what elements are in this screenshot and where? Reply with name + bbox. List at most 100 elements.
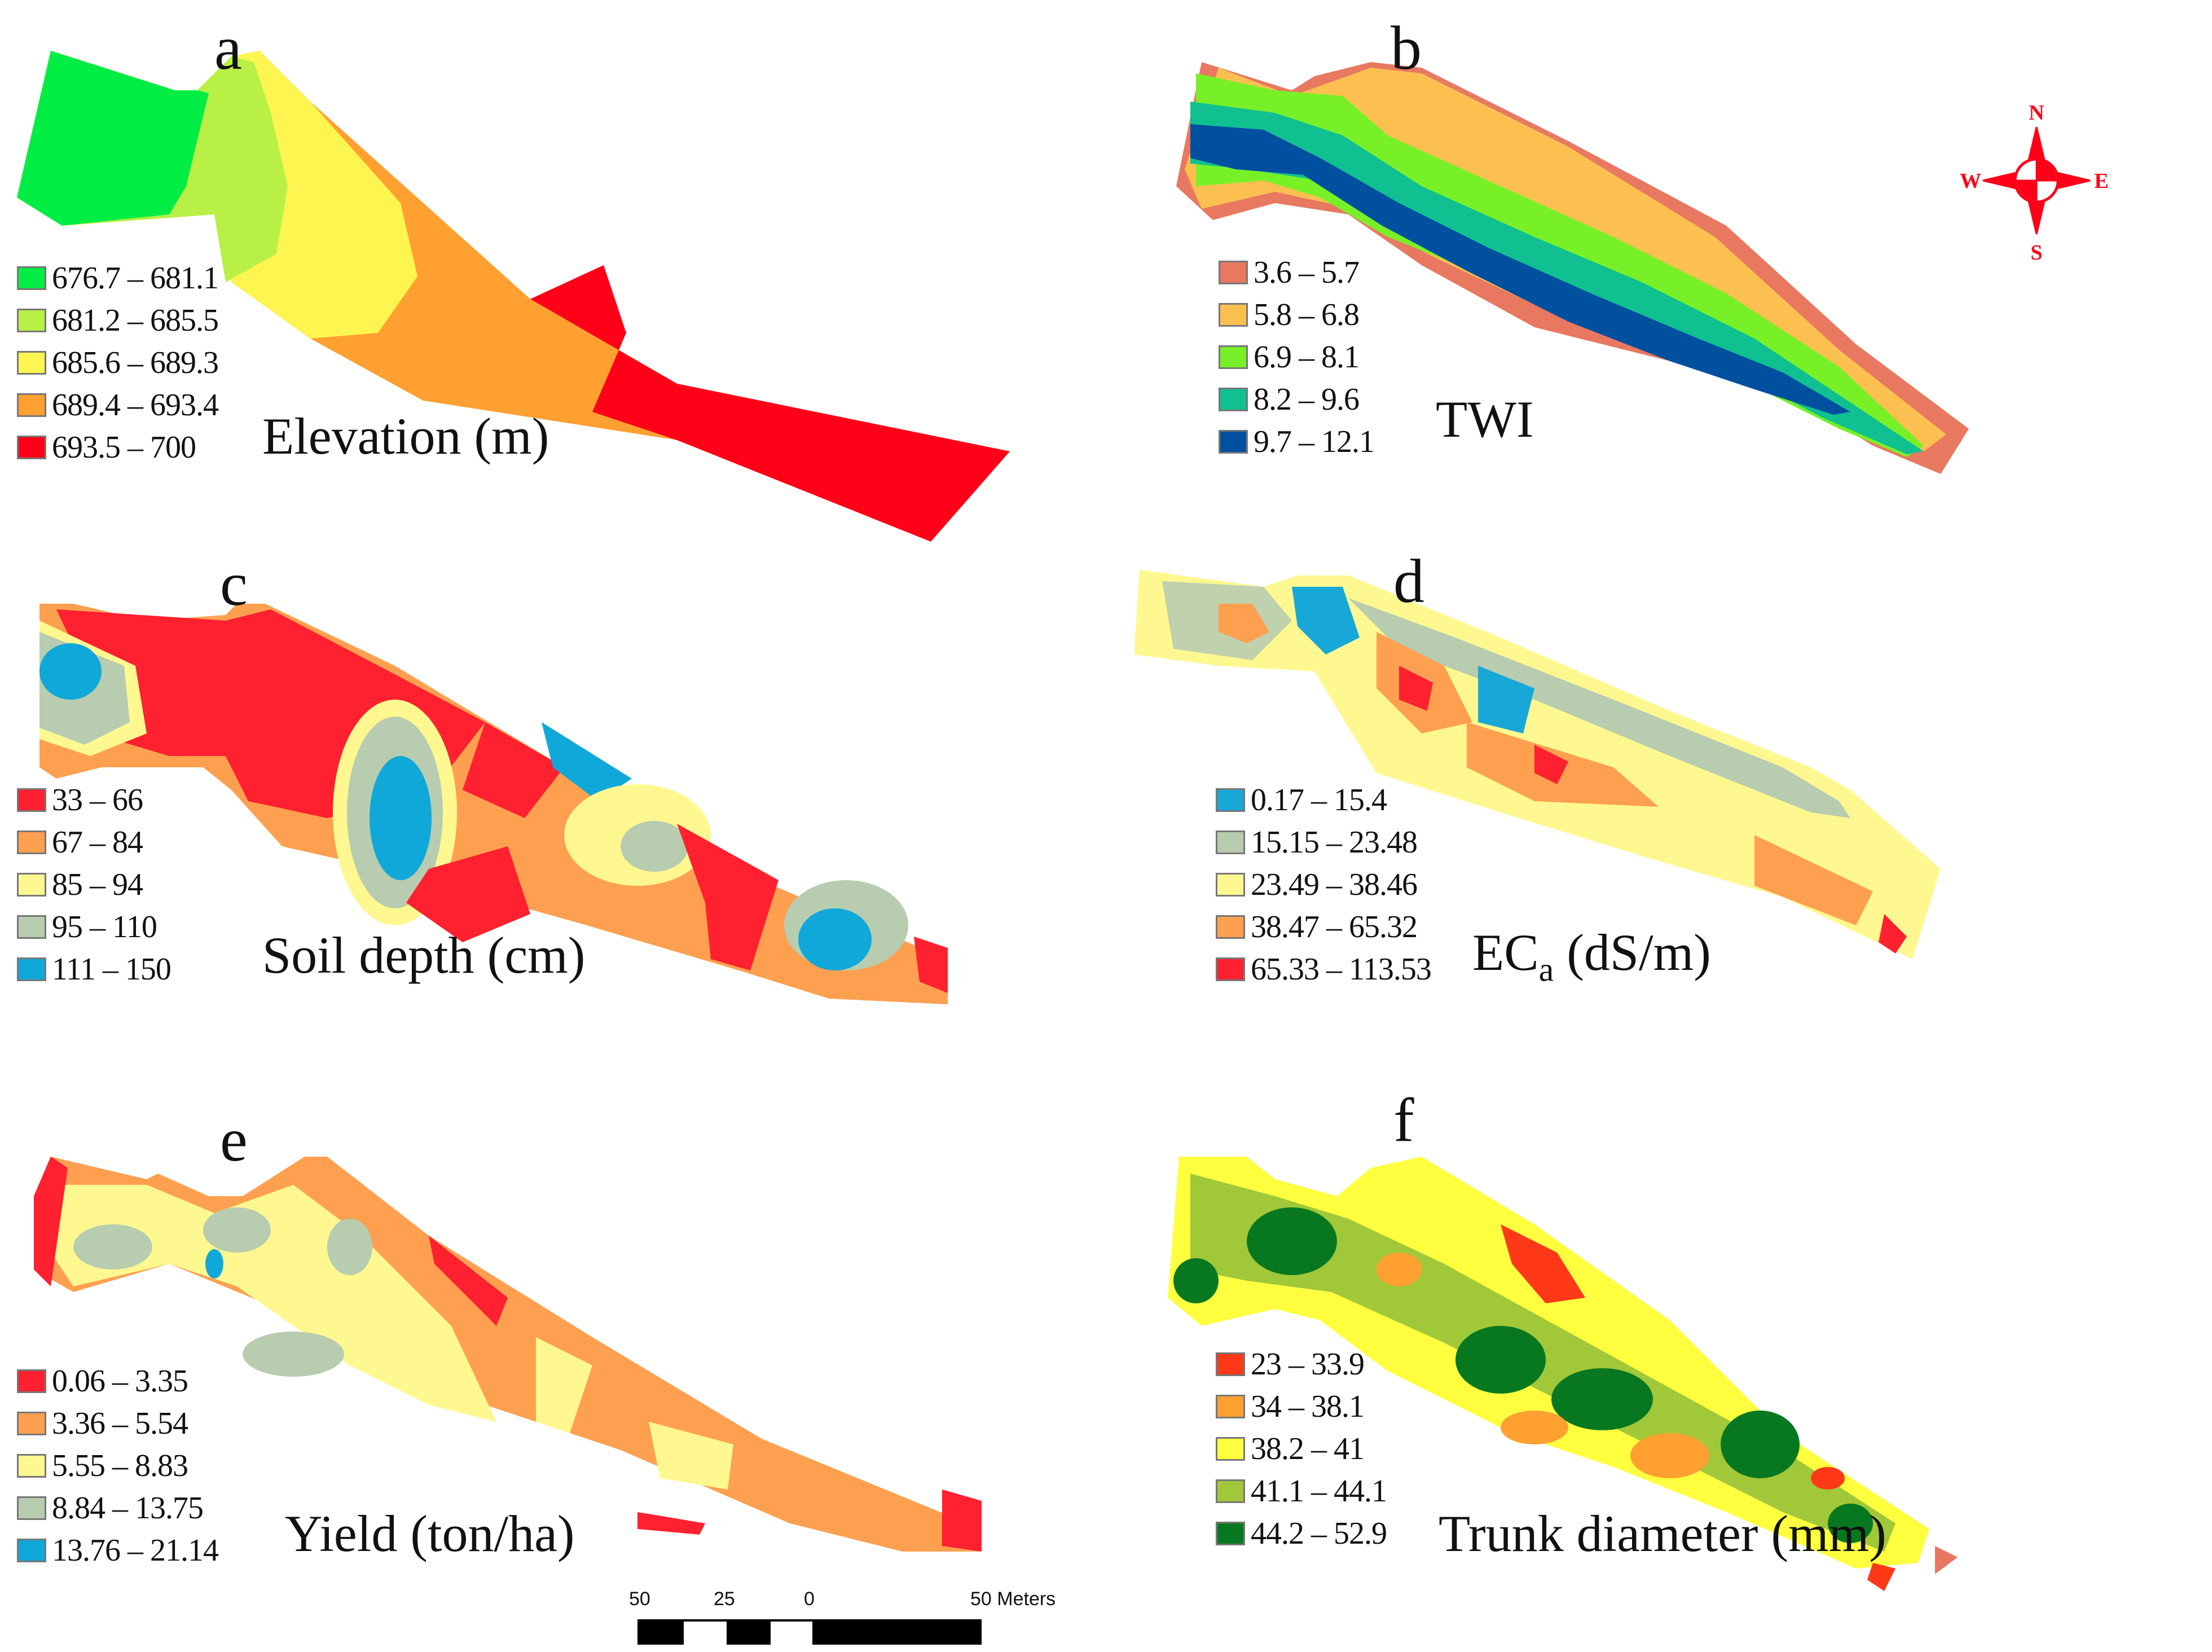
legend-item: 15.15 – 23.48 bbox=[1216, 821, 1431, 863]
eca-map bbox=[1134, 570, 1941, 959]
legend-swatch bbox=[1216, 1521, 1245, 1545]
legend-item: 38.47 – 65.32 bbox=[1216, 906, 1431, 948]
yield-map bbox=[34, 1157, 982, 1552]
legend-swatch bbox=[17, 788, 46, 812]
north-arrow: N S E W bbox=[1952, 96, 2121, 265]
legend-swatch bbox=[17, 393, 46, 417]
legend-item: 0.17 – 15.4 bbox=[1216, 779, 1431, 821]
panel-label-f: f bbox=[1393, 1086, 1414, 1154]
panel-label-a: a bbox=[214, 14, 242, 82]
panel-elevation: a 676.7 – 681.1 681.2 – 685.5 685.6 – 68… bbox=[0, 0, 1106, 542]
panel-label-b: b bbox=[1391, 14, 1422, 82]
legend-item: 67 – 84 bbox=[17, 821, 171, 863]
legend-swatch bbox=[1216, 915, 1245, 939]
legend-item: 5.55 – 8.83 bbox=[17, 1444, 218, 1487]
legend-item: 44.2 – 52.9 bbox=[1216, 1512, 1387, 1554]
legend-swatch bbox=[17, 266, 46, 290]
legend-soil-depth: 33 – 66 67 – 84 85 – 94 95 – 110 111 – 1… bbox=[17, 779, 171, 990]
legend-swatch bbox=[1219, 302, 1248, 327]
legend-item: 34 – 38.1 bbox=[1216, 1385, 1387, 1427]
panel-title-eca: ECa (dS/m) bbox=[1472, 924, 1711, 988]
legend-item: 13.76 – 21.14 bbox=[17, 1529, 219, 1571]
legend-item: 8.2 – 9.6 bbox=[1219, 378, 1374, 420]
compass-rose-icon: N S E W bbox=[1960, 101, 2109, 265]
legend-swatch bbox=[1219, 260, 1248, 284]
legend-trunk-diameter: 23 – 33.9 34 – 38.1 38.2 – 41 41.1 – 44.… bbox=[1216, 1343, 1387, 1554]
panel-label-d: d bbox=[1393, 547, 1424, 616]
legend-item: 9.7 – 12.1 bbox=[1219, 420, 1375, 463]
legend-swatch bbox=[17, 1453, 46, 1478]
svg-text:W: W bbox=[1960, 169, 1981, 193]
panel-trunk-diameter: f 23 – 33.9 34 – 38.1 38.2 – 41 41.1 – 4… bbox=[1106, 1083, 2212, 1652]
legend-item: 41.1 – 44.1 bbox=[1216, 1470, 1387, 1512]
legend-swatch bbox=[17, 1496, 46, 1520]
panel-twi: b 3.6 – 5.7 5.8 – 6.8 6.9 – 8.1 8.2 – 9.… bbox=[1106, 0, 2212, 542]
svg-text:N: N bbox=[2029, 101, 2044, 125]
legend-swatch bbox=[17, 435, 46, 459]
legend-swatch bbox=[1216, 1436, 1245, 1461]
legend-swatch bbox=[17, 1369, 46, 1393]
legend-item: 8.84 – 13.75 bbox=[17, 1487, 218, 1529]
legend-swatch bbox=[1219, 429, 1248, 454]
legend-item: 685.6 – 689.3 bbox=[17, 341, 219, 384]
panel-title-twi: TWI bbox=[1436, 390, 1534, 448]
legend-item: 689.4 – 693.4 bbox=[17, 384, 219, 426]
legend-swatch bbox=[1216, 957, 1245, 981]
soil-depth-map bbox=[39, 604, 948, 1004]
panel-eca: d 0.17 – 15.4 15.15 – 23.48 23.49 – 38.4… bbox=[1106, 547, 2212, 1072]
scale-tick-label: 0 bbox=[804, 1588, 815, 1610]
elevation-map bbox=[17, 51, 1010, 542]
legend-swatch bbox=[1216, 1352, 1245, 1376]
trunk-diameter-map bbox=[1168, 1157, 1958, 1591]
legend-swatch bbox=[1216, 788, 1245, 812]
legend-swatch bbox=[17, 830, 46, 854]
legend-swatch bbox=[17, 872, 46, 897]
legend-item: 23.49 – 38.46 bbox=[1216, 863, 1431, 906]
legend-elevation: 676.7 – 681.1 681.2 – 685.5 685.6 – 689.… bbox=[17, 257, 219, 468]
scale-tick-label: 50 Meters bbox=[970, 1588, 1056, 1610]
legend-item: 33 – 66 bbox=[17, 779, 171, 821]
legend-swatch bbox=[17, 1538, 46, 1562]
legend-item: 6.9 – 8.1 bbox=[1219, 336, 1374, 378]
legend-eca: 0.17 – 15.4 15.15 – 23.48 23.49 – 38.46 … bbox=[1216, 779, 1432, 990]
legend-item: 38.2 – 41 bbox=[1216, 1427, 1387, 1470]
legend-item: 85 – 94 bbox=[17, 863, 171, 906]
svg-text:S: S bbox=[2030, 241, 2042, 265]
legend-item: 23 – 33.9 bbox=[1216, 1343, 1387, 1385]
scale-bar-graphic bbox=[637, 1619, 982, 1645]
legend-swatch bbox=[17, 308, 46, 332]
legend-item: 3.36 – 5.54 bbox=[17, 1402, 218, 1444]
panel-title-yield: Yield (ton/ha) bbox=[285, 1505, 575, 1562]
scale-bar: 50 25 0 50 Meters bbox=[621, 1588, 1083, 1650]
legend-item: 0.06 – 3.35 bbox=[17, 1360, 218, 1402]
panel-label-c: c bbox=[220, 550, 248, 618]
legend-item: 681.2 – 685.5 bbox=[17, 299, 219, 341]
legend-item: 5.8 – 6.8 bbox=[1219, 293, 1374, 336]
scale-tick-label: 25 bbox=[714, 1588, 735, 1610]
legend-swatch bbox=[1219, 387, 1248, 411]
legend-item: 65.33 – 113.53 bbox=[1216, 948, 1432, 990]
legend-item: 95 – 110 bbox=[17, 906, 171, 948]
panel-title-trunk-diameter: Trunk diameter (mm) bbox=[1439, 1505, 1886, 1562]
legend-item: 676.7 – 681.1 bbox=[17, 257, 219, 299]
legend-swatch bbox=[17, 957, 46, 981]
legend-swatch bbox=[1219, 345, 1248, 369]
legend-swatch bbox=[1216, 830, 1245, 854]
legend-swatch bbox=[1216, 1394, 1245, 1418]
panel-yield: e 0.06 – 3.35 3.36 – 5.54 5.55 – 8.83 8.… bbox=[0, 1083, 1106, 1652]
twi-map bbox=[1176, 62, 1969, 474]
legend-swatch bbox=[17, 915, 46, 939]
panel-title-soil-depth: Soil depth (cm) bbox=[262, 926, 586, 984]
legend-twi: 3.6 – 5.7 5.8 – 6.8 6.9 – 8.1 8.2 – 9.6 … bbox=[1219, 251, 1375, 463]
legend-item: 3.6 – 5.7 bbox=[1219, 251, 1374, 293]
legend-swatch bbox=[1216, 1479, 1245, 1503]
legend-swatch bbox=[17, 350, 46, 375]
legend-swatch bbox=[1216, 872, 1245, 897]
legend-yield: 0.06 – 3.35 3.36 – 5.54 5.55 – 8.83 8.84… bbox=[17, 1360, 219, 1571]
panel-label-e: e bbox=[220, 1105, 248, 1174]
panel-soil-depth: c 33 – 66 67 – 84 85 – 94 95 – 110 111 –… bbox=[0, 553, 1106, 1072]
legend-swatch bbox=[17, 1411, 46, 1435]
legend-item: 693.5 – 700 bbox=[17, 426, 218, 468]
panel-title-elevation: Elevation (m) bbox=[262, 407, 549, 465]
scale-tick-label: 50 bbox=[629, 1588, 650, 1610]
